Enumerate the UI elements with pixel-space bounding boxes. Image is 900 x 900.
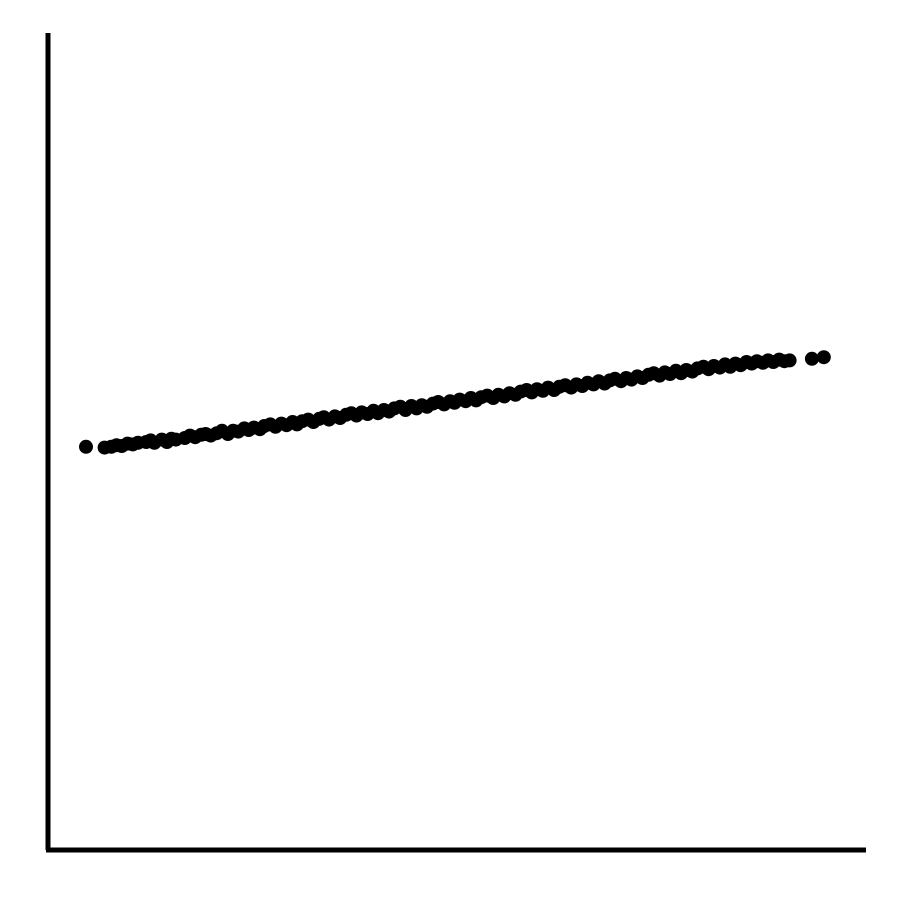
data-point	[816, 350, 831, 365]
data-point	[804, 351, 819, 366]
data-point	[79, 439, 93, 454]
data-point	[782, 353, 797, 368]
data-points	[79, 350, 831, 455]
